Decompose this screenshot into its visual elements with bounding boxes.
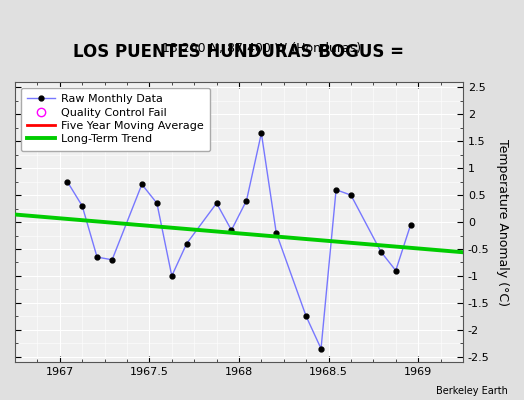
Raw Monthly Data (318, 346, 324, 351)
Raw Monthly Data (109, 257, 115, 262)
Raw Monthly Data (392, 268, 399, 273)
Raw Monthly Data (348, 193, 354, 198)
Raw Monthly Data (408, 222, 414, 227)
Raw Monthly Data (94, 255, 100, 260)
Raw Monthly Data (333, 187, 339, 192)
Raw Monthly Data (303, 314, 309, 319)
Legend: Raw Monthly Data, Quality Control Fail, Five Year Moving Average, Long-Term Tren: Raw Monthly Data, Quality Control Fail, … (20, 88, 210, 151)
Raw Monthly Data (154, 201, 160, 206)
Raw Monthly Data (243, 198, 249, 203)
Raw Monthly Data (64, 179, 70, 184)
Raw Monthly Data (169, 274, 175, 278)
Raw Monthly Data (258, 131, 265, 136)
Raw Monthly Data (183, 241, 190, 246)
Line: Raw Monthly Data: Raw Monthly Data (65, 131, 413, 351)
Raw Monthly Data (139, 182, 145, 187)
Raw Monthly Data (79, 204, 85, 208)
Raw Monthly Data (228, 228, 235, 232)
Text: 13.200 N, 87.400 W (Honduras): 13.200 N, 87.400 W (Honduras) (162, 42, 362, 55)
Text: Berkeley Earth: Berkeley Earth (436, 386, 508, 396)
Raw Monthly Data (213, 201, 220, 206)
Raw Monthly Data (273, 230, 279, 235)
Title: LOS PUENTES HUNDURAS BOGUS =: LOS PUENTES HUNDURAS BOGUS = (73, 43, 405, 61)
Raw Monthly Data (378, 249, 384, 254)
Y-axis label: Temperature Anomaly (°C): Temperature Anomaly (°C) (496, 138, 509, 306)
